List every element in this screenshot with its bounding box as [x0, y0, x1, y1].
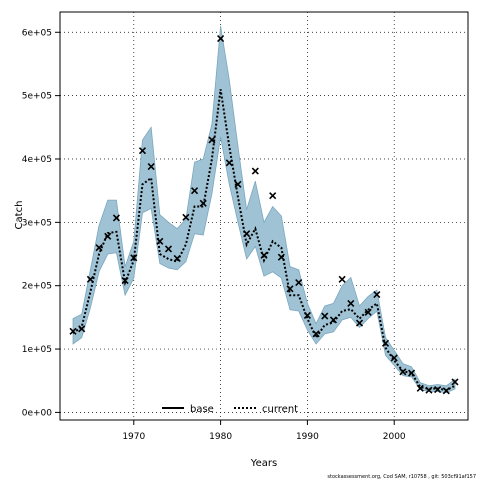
observed-point	[338, 275, 346, 283]
y-tick-label: 4e+05	[22, 155, 52, 165]
grid-layer	[60, 12, 468, 420]
observed-point	[190, 187, 199, 195]
y-tick-label: 2e+05	[22, 282, 52, 292]
observed-point	[442, 387, 450, 395]
observed-point	[225, 159, 233, 167]
observed-point	[295, 278, 303, 287]
series-line-layer	[72, 89, 456, 392]
observed-point	[208, 136, 216, 144]
observed-point	[78, 325, 86, 333]
observed-point	[399, 368, 407, 376]
observed-point	[277, 253, 285, 261]
observed-point	[321, 312, 329, 320]
observed-point	[408, 369, 416, 377]
observed-point	[217, 35, 225, 43]
observed-point	[182, 213, 190, 221]
x-axis-title: Years	[250, 458, 277, 469]
observed-point	[121, 277, 129, 285]
observed-point	[373, 290, 381, 299]
observed-point	[173, 254, 181, 263]
observed-point	[251, 167, 259, 175]
x-tick-label: 1980	[209, 432, 232, 442]
observed-point	[329, 316, 338, 324]
observed-point	[347, 299, 355, 307]
x-tick-label: 1990	[296, 432, 319, 442]
observed-point	[355, 319, 364, 327]
observed-point	[303, 311, 311, 320]
observed-point	[390, 354, 398, 362]
ticks-layer: 1970 1980 1990 2000 0e+00 1e+05 2e+05 3e+05 4e+0…	[22, 28, 406, 442]
y-tick-label: 0e+00	[22, 408, 53, 418]
observed-point	[434, 386, 442, 394]
legend-base-label: base	[190, 404, 214, 415]
confidence-band-layer	[72, 25, 456, 394]
observed-point	[112, 214, 120, 222]
observed-points-layer	[69, 35, 459, 395]
x-tick-label: 2000	[383, 432, 406, 442]
x-tick-label: 1970	[122, 432, 145, 442]
plot-frame	[59, 11, 469, 421]
confidence-band	[72, 25, 456, 394]
observed-point	[364, 308, 372, 316]
legend: base current	[162, 404, 298, 415]
observed-point	[234, 180, 242, 188]
credit-text: stockassessment.org, Cod SAM, r10758 , g…	[327, 474, 476, 480]
observed-point	[260, 251, 268, 259]
observed-point	[138, 147, 147, 155]
observed-point	[425, 386, 433, 394]
y-tick-label: 1e+05	[22, 345, 52, 355]
observed-point	[243, 230, 251, 238]
y-tick-label: 6e+05	[22, 28, 52, 38]
observed-point	[104, 232, 112, 240]
observed-point	[147, 163, 155, 171]
observed-point	[164, 245, 173, 253]
observed-point	[95, 244, 103, 252]
observed-point	[286, 285, 294, 293]
observed-point	[269, 192, 277, 200]
observed-point	[69, 327, 77, 335]
observed-point	[312, 330, 320, 338]
series-line-current	[72, 89, 456, 392]
observed-point	[416, 384, 424, 392]
observed-point	[86, 275, 94, 283]
observed-point	[199, 199, 207, 207]
y-axis-title: Catch	[14, 201, 25, 230]
y-tick-label: 3e+05	[22, 218, 52, 228]
observed-point	[130, 254, 138, 262]
observed-point	[156, 237, 164, 245]
observed-point	[381, 339, 390, 347]
y-tick-label: 5e+05	[22, 92, 52, 102]
legend-current-label: current	[262, 404, 298, 415]
observed-point	[451, 378, 459, 386]
